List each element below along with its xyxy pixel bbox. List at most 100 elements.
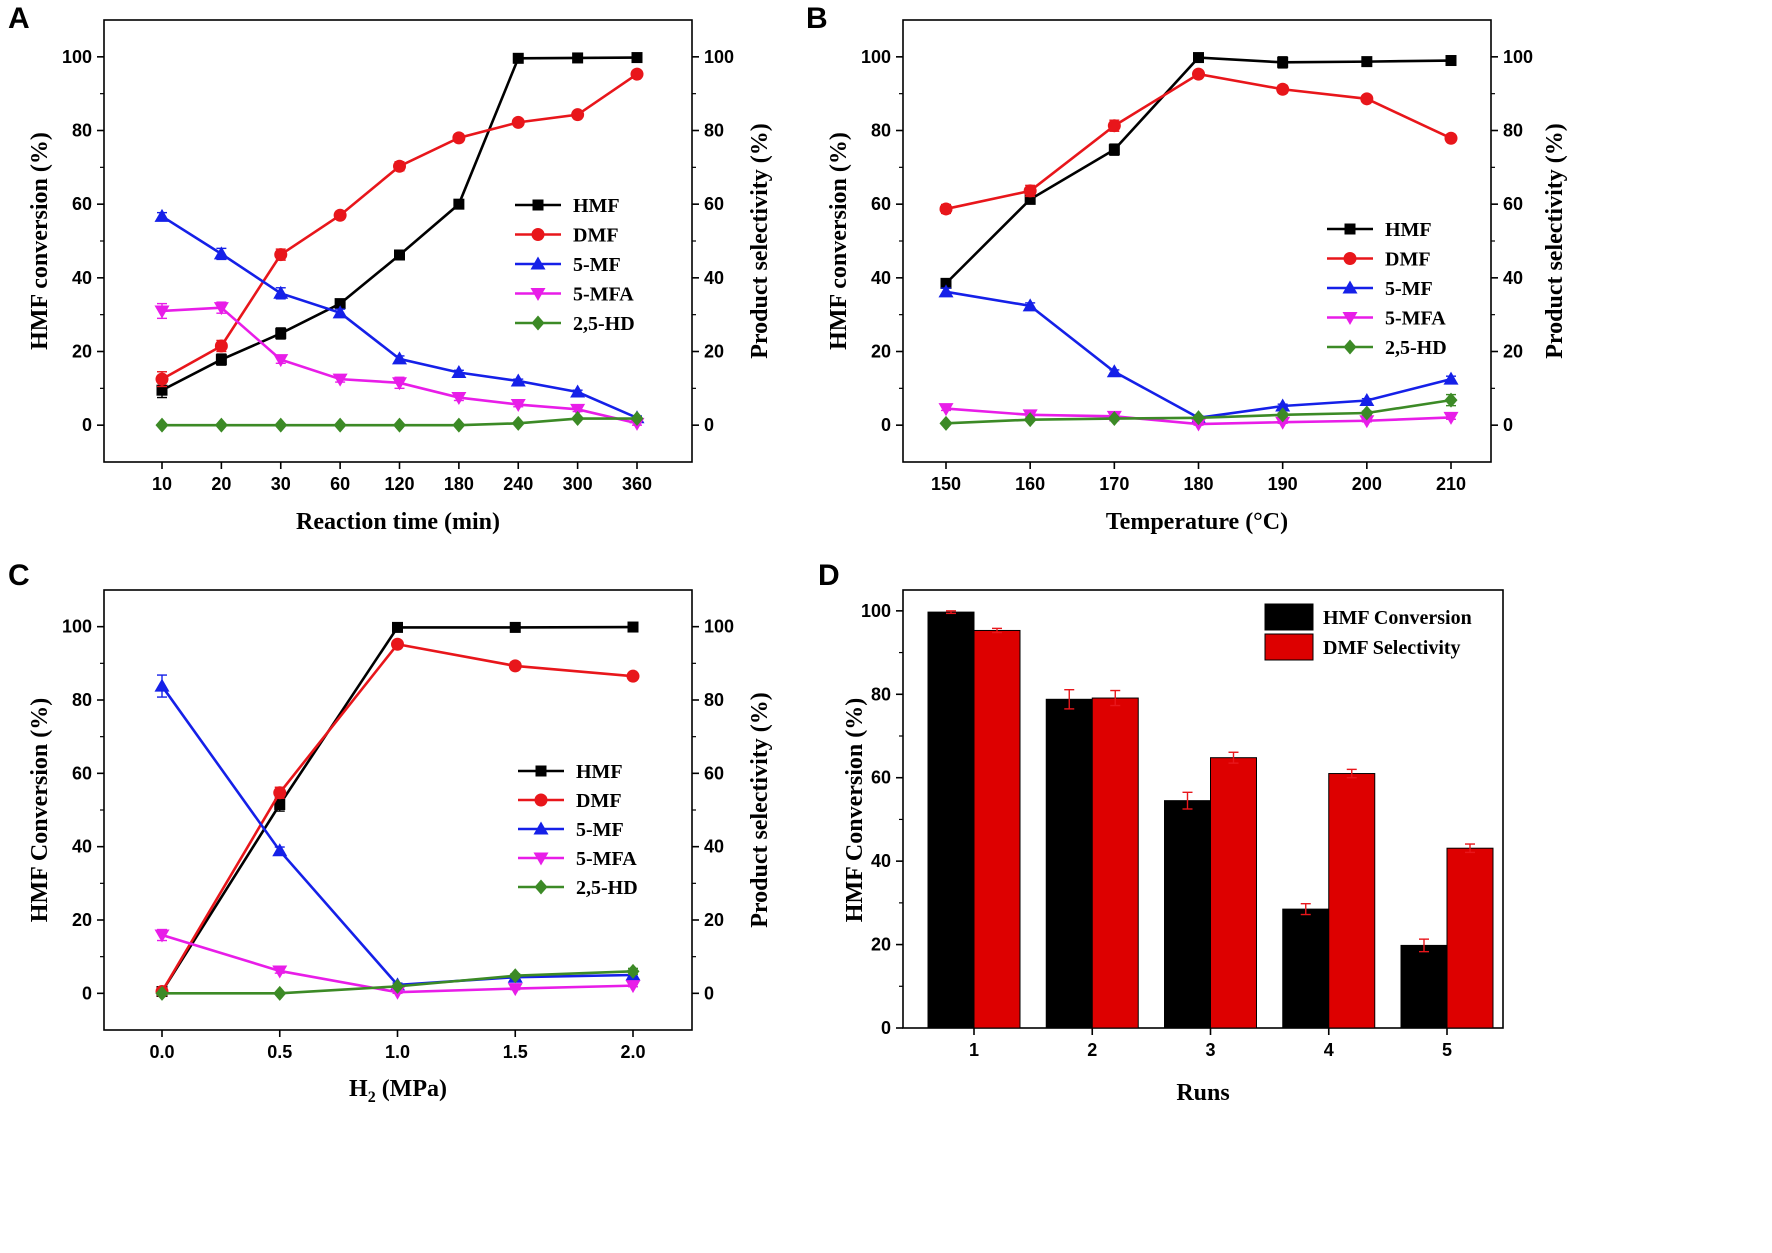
panel-a-series-5-mfa-point [392,377,407,391]
panel-c-x-tick-label: 0.0 [149,1042,174,1062]
panel-c-x-axis-title: H2 (MPa) [349,1076,447,1106]
panel-b-y-tick-label: 40 [871,268,891,288]
panel-b-series-2-5-hd-point [1276,407,1290,423]
panel-b-y-tick-label: 80 [871,121,891,141]
panel-c-y-tick-label: 0 [82,983,92,1003]
panel-b-x-axis-title: Temperature (°C) [1106,509,1288,535]
panel-a-y-tick-label: 60 [72,194,92,214]
panel-a-x-tick-label: 300 [563,474,593,494]
panel-a-x-tick-label: 60 [330,474,350,494]
panel-a-series-dmf-point [274,248,288,262]
panel-a-series-hmf-point [334,298,346,310]
panel-a-series-hmf-point [275,327,287,339]
panel-b-series-5-mf-point [1275,398,1291,412]
panel-b-series-hmf-point [940,277,952,289]
panel-a-series-dmf-point [333,208,347,222]
panel-a-series-2-5-hd-point [511,415,525,431]
panel-c-y2-tick-label: 100 [704,617,734,637]
panel-d-legend-hmf-conversion-label: HMF Conversion [1323,607,1472,629]
panel-a-x-tick-label: 360 [622,474,652,494]
panel-b-series-dmf-point [1360,92,1374,106]
panel-a-series-dmf-point [630,67,644,81]
panel-d-legend-hmf-conversion-swatch [1264,603,1314,631]
panel-c-y2-tick-label: 80 [704,690,724,710]
panel-d-series-dmf-selectivity-bar [1210,757,1257,1029]
panel-b-series-dmf-point [1192,67,1205,81]
panel-a-series-hmf-point [156,384,168,396]
panel-c-series-5-mfa-point [272,965,288,979]
panel-c-y-tick-label: 60 [72,763,92,783]
panel-b-series-5-mfa-point [1275,416,1291,430]
panel-c-series-dmf-point [273,786,287,800]
panel-c-series-5-mfa-point [625,980,641,994]
panel-b-series-hmf-point [1024,193,1036,205]
panel-a-legend-5-mf-label: 5-MF [573,254,621,276]
panel-a-series-5-mf-point [273,285,289,299]
panel-a-y-tick-label: 0 [82,415,92,435]
panel-a-y2-tick-label: 80 [704,121,724,141]
panel-c-series-dmf-point [391,637,404,651]
panel-b-x-tick-label: 150 [931,474,961,494]
panel-a-series-dmf-point [155,372,169,386]
panel-b-series-5-mf-point [1022,298,1038,312]
panel-b-legend-5-mfa-label: 5-MFA [1385,308,1446,330]
panel-b-legend-dmf-label: DMF [1385,249,1431,271]
panel-d-y-tick-label: 60 [871,768,891,788]
panel-b-y-tick-label: 0 [881,415,891,435]
panel-c-legend-2-5-hd-swatch-marker [534,879,548,895]
panel-a-series-hmf-point [631,52,643,64]
panel-d-y-tick-label: 100 [861,601,891,621]
panel-a-series-dmf-line [161,73,638,381]
panel-d-x-tick-label: 5 [1442,1040,1452,1060]
panel-c-series-dmf-point [626,669,640,683]
panel-b: B Temperature (°C) HMF conversion (%) Pr… [806,2,1568,535]
panel-b-series-dmf-point [1276,82,1290,96]
panel-c-y-tick-label: 20 [72,910,92,930]
panel-c-legend-5-mfa-label: 5-MFA [576,848,637,870]
panel-b-series-5-mf-point [1106,364,1122,378]
panel-b-series-5-mf-line [945,290,1452,420]
panel-a-series-hmf-point [215,354,227,366]
panel-c-legend-dmf-swatch-marker [534,793,548,807]
panel-a-x-tick-label: 120 [384,474,414,494]
panel-b-series-2-5-hd-point [1444,392,1458,408]
panel-d-series-hmf-conversion-bar [1400,944,1448,1029]
panel-b-x-tick-label: 160 [1015,474,1045,494]
panel-b-series-2-5-hd-point [1192,410,1205,426]
panel-b-legend-5-mfa-swatch-marker [1342,312,1358,325]
panel-d-y-tick-label: 20 [871,935,891,955]
panel-b-legend-hmf-label: HMF [1385,219,1432,241]
panel-b-series-hmf-point [1108,144,1120,156]
panel-a-x-tick-label: 10 [152,474,172,494]
panel-b-x-tick-label: 210 [1436,474,1466,494]
panel-a-legend-dmf-label: DMF [573,225,619,247]
panel-a-series-5-mf-point [332,305,348,319]
panel-d-series-hmf-conversion-bar [1164,800,1211,1029]
panel-a-legend-5-mf-swatch-marker [530,256,546,270]
panel-b-series-hmf-point [1361,56,1373,68]
panel-c-legend-hmf-swatch-marker [535,765,547,777]
panel-b-legend-2-5-hd-swatch-marker [1343,339,1357,355]
panel-b-series-5-mfa-point [1359,415,1375,429]
panel-a-series-5-mfa-point [510,399,526,413]
panel-a-legend-2-5-hd-label: 2,5-HD [573,313,635,335]
panel-a-series-hmf-point [512,52,524,64]
panel-b-y2-tick-label: 40 [1503,268,1523,288]
panel-b-plot-frame [902,19,1492,463]
panel-b-y2-tick-label: 80 [1503,121,1523,141]
panel-a-series-2-5-hd-point [214,417,228,433]
panel-a-y2-tick-label: 40 [704,268,724,288]
panel-c-x-axis-title-sub: 2 [368,1089,376,1106]
panel-d-series-hmf-conversion-bar [1045,698,1093,1029]
panel-a-series-dmf-point [571,108,585,122]
panel-c-y-tick-label: 40 [72,837,92,857]
panel-a-series-dmf-point [393,159,406,173]
panel-a-series-2-5-hd-point [393,417,406,433]
panel-c-y-tick-label: 80 [72,690,92,710]
panel-a-series-5-mf-point [213,246,229,260]
panel-a-x-tick-label: 180 [444,474,474,494]
panel-a-y-tick-label: 20 [72,342,92,362]
panel-b-legend-5-mf-label: 5-MF [1385,278,1433,300]
panel-b-series-5-mf-point [1359,392,1375,406]
